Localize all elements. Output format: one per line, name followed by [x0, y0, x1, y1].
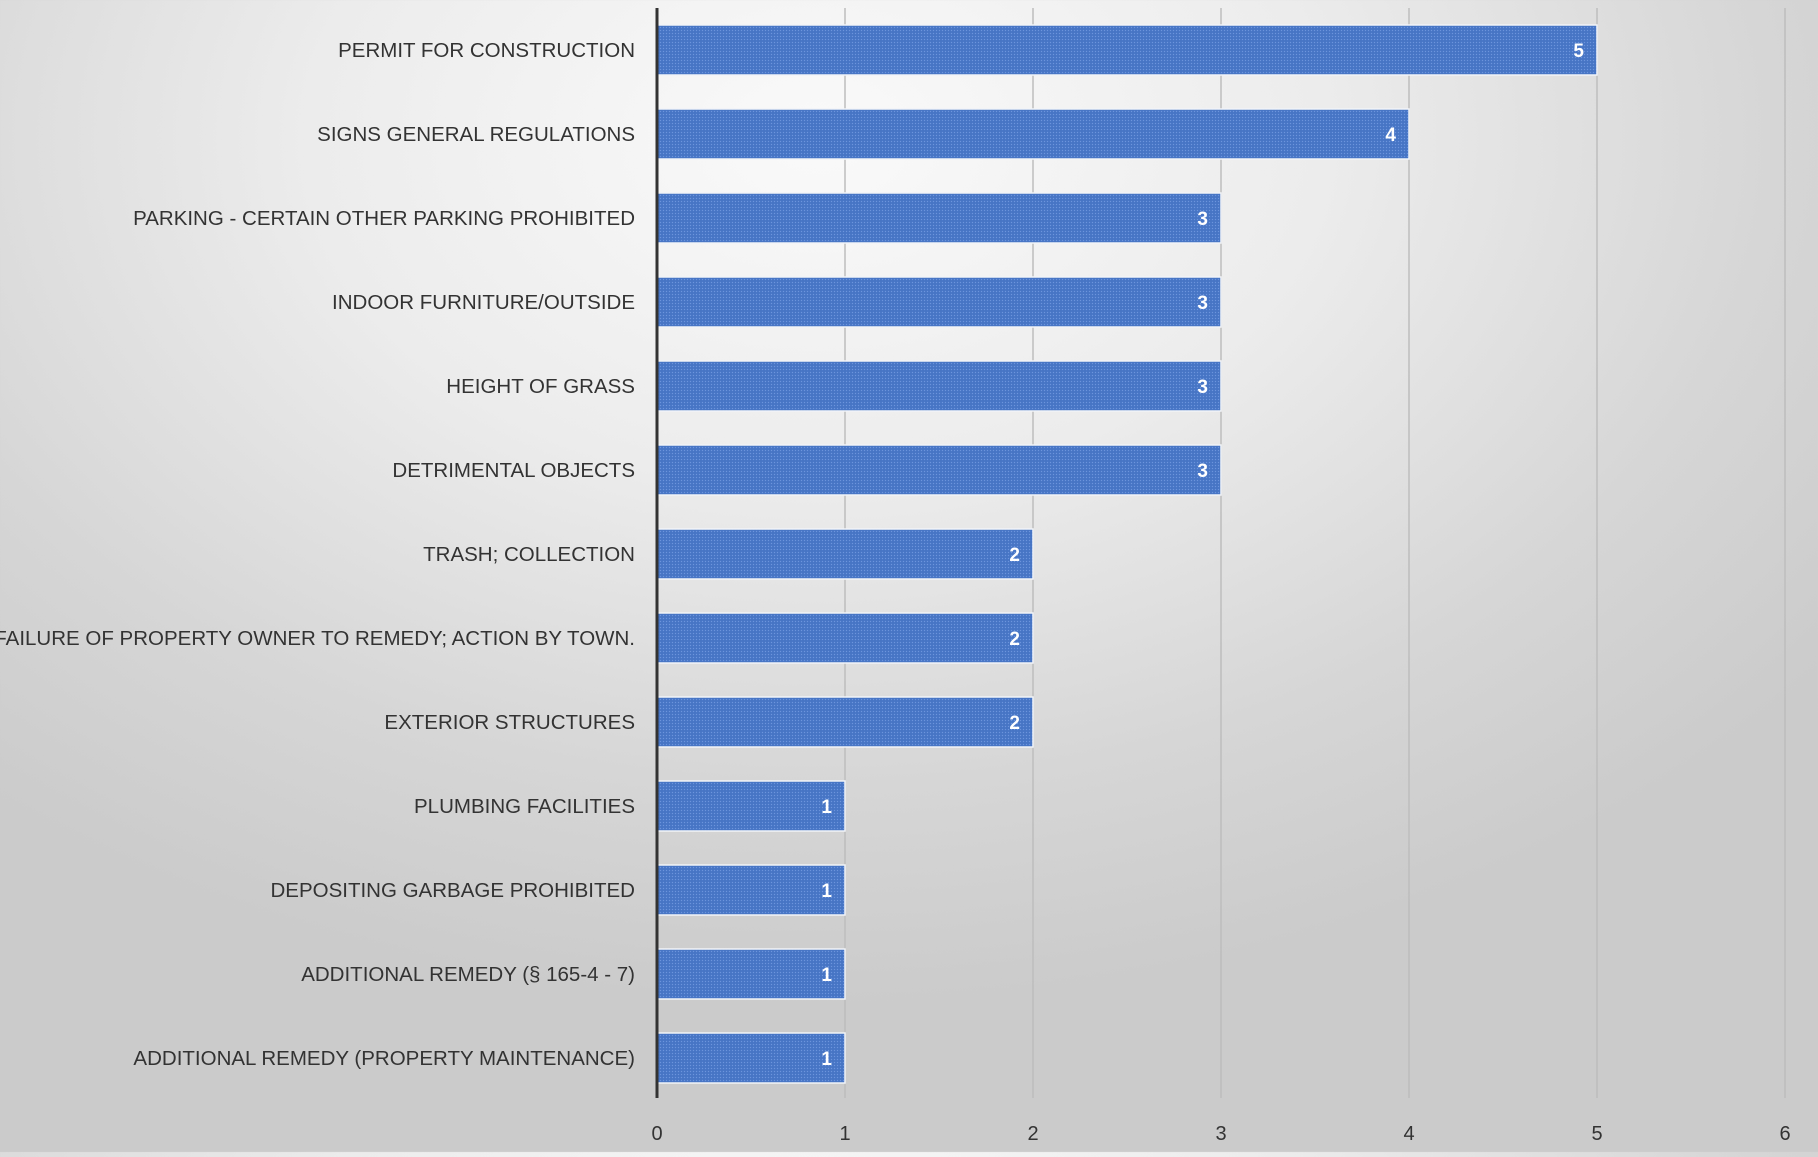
bar — [656, 780, 846, 832]
bar — [656, 948, 846, 1000]
category-label: PLUMBING FACILITIES — [414, 795, 635, 818]
bar-value-label: 3 — [1197, 461, 1208, 482]
bar — [656, 528, 1034, 580]
bar-value-label: 1 — [821, 965, 832, 986]
category-label: PERMIT FOR CONSTRUCTION — [338, 39, 635, 62]
bar-value-label: 3 — [1197, 377, 1208, 398]
bar — [656, 360, 1222, 412]
x-tick-label: 5 — [1591, 1123, 1602, 1145]
x-tick-label: 3 — [1215, 1123, 1226, 1145]
x-tick-label: 6 — [1779, 1123, 1790, 1145]
bar — [656, 696, 1034, 748]
bar-value-label: 2 — [1009, 713, 1020, 734]
bar-value-label: 3 — [1197, 209, 1208, 230]
bar — [656, 612, 1034, 664]
bar-value-label: 1 — [821, 797, 832, 818]
bar-value-label: 4 — [1385, 125, 1396, 146]
bar-value-label: 3 — [1197, 293, 1208, 314]
bar-value-label: 1 — [821, 881, 832, 902]
x-tick-label: 0 — [651, 1123, 662, 1145]
bar — [656, 276, 1222, 328]
category-label: PARKING - CERTAIN OTHER PARKING PROHIBIT… — [133, 207, 635, 230]
x-tick-label: 2 — [1027, 1123, 1038, 1145]
category-label: TRASH; COLLECTION — [423, 543, 635, 566]
category-label: DETRIMENTAL OBJECTS — [392, 459, 635, 482]
bar — [656, 864, 846, 916]
category-label: FAILURE OF PROPERTY OWNER TO REMEDY; ACT… — [0, 627, 635, 650]
x-tick-label: 4 — [1403, 1123, 1414, 1145]
category-label: INDOOR FURNITURE/OUTSIDE — [332, 291, 635, 314]
bar-value-label: 2 — [1009, 545, 1020, 566]
bar — [656, 108, 1410, 160]
bar — [656, 1032, 846, 1084]
category-label: SIGNS GENERAL REGULATIONS — [317, 123, 635, 146]
bars: 5 4 3 3 3 3 2 2 2 1 1 1 1 — [656, 24, 1598, 1084]
x-tick-label: 1 — [839, 1123, 850, 1145]
bar-value-label: 2 — [1009, 629, 1020, 650]
bar — [656, 444, 1222, 496]
category-label: ADDITIONAL REMEDY (§ 165-4 - 7) — [301, 963, 635, 986]
category-label: HEIGHT OF GRASS — [446, 375, 635, 398]
x-tick-labels: 0 1 2 3 4 5 6 — [651, 1123, 1790, 1145]
bar — [656, 192, 1222, 244]
gridlines — [844, 8, 1786, 1098]
bar — [656, 24, 1598, 76]
bar-value-label: 5 — [1573, 41, 1584, 62]
category-label: ADDITIONAL REMEDY (PROPERTY MAINTENANCE) — [133, 1047, 635, 1070]
category-labels: PERMIT FOR CONSTRUCTION SIGNS GENERAL REG… — [0, 39, 635, 1070]
category-label: EXTERIOR STRUCTURES — [384, 711, 635, 734]
bar-value-label: 1 — [821, 1049, 832, 1070]
category-label: DEPOSITING GARBAGE PROHIBITED — [270, 879, 635, 902]
